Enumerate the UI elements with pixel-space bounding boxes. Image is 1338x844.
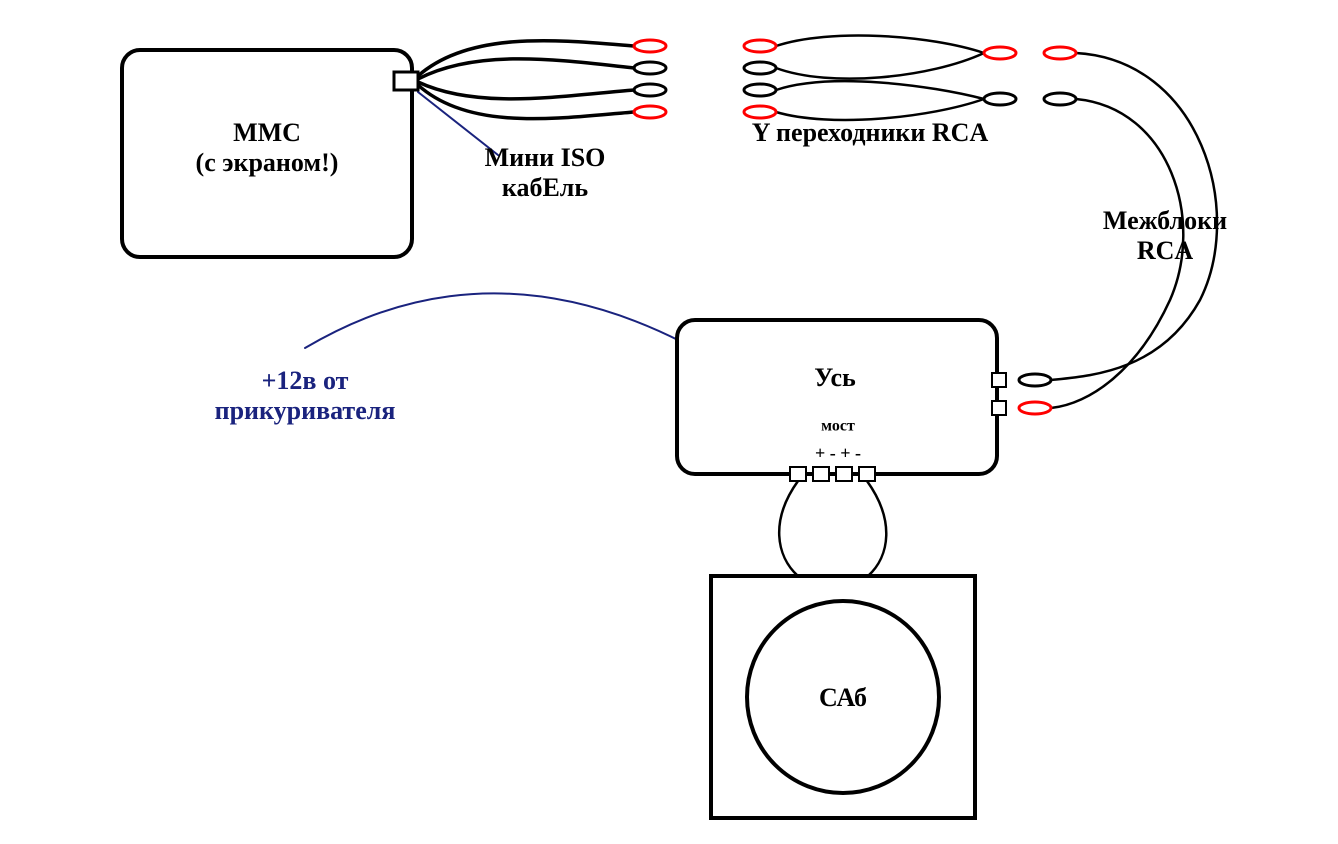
rca-connector bbox=[744, 84, 776, 96]
interblock-label: RCA bbox=[1137, 236, 1194, 265]
terminals-label: + - + - bbox=[815, 443, 861, 463]
sub-label: САб bbox=[819, 683, 867, 712]
twelve-v-label: прикуривателя bbox=[215, 396, 396, 425]
mmc-label: (с экраном!) bbox=[196, 148, 339, 177]
wire bbox=[779, 481, 798, 576]
amp-terminal bbox=[790, 467, 806, 481]
amp-terminal bbox=[836, 467, 852, 481]
rca-connector bbox=[1044, 93, 1076, 105]
rca-connector bbox=[744, 62, 776, 74]
wire bbox=[776, 36, 984, 53]
wire bbox=[867, 481, 886, 576]
interblock-label: Межблоки bbox=[1103, 206, 1227, 235]
mini-iso-port bbox=[394, 72, 418, 90]
rca-connector bbox=[1019, 402, 1051, 414]
y-rca-label: Y переходники RCA bbox=[752, 118, 989, 147]
rca-connector bbox=[1019, 374, 1051, 386]
mini-iso-label: Мини ISO bbox=[485, 143, 606, 172]
amp-rca-port bbox=[992, 373, 1006, 387]
rca-connector bbox=[984, 93, 1016, 105]
rca-connector bbox=[634, 62, 666, 74]
wire bbox=[418, 85, 634, 119]
rca-connector bbox=[1044, 47, 1076, 59]
wire bbox=[776, 53, 984, 79]
wire bbox=[418, 82, 634, 99]
wire bbox=[776, 81, 984, 99]
rca-connector bbox=[634, 40, 666, 52]
mmc-label: MMC bbox=[233, 118, 301, 147]
amp-rca-port bbox=[992, 401, 1006, 415]
twelve-v-label: +12в от bbox=[262, 366, 349, 395]
rca-connector bbox=[744, 106, 776, 118]
amp-terminal bbox=[813, 467, 829, 481]
amp-terminal bbox=[859, 467, 875, 481]
wire bbox=[776, 99, 984, 120]
rca-connector bbox=[634, 106, 666, 118]
bridge-label: мост bbox=[821, 418, 855, 435]
rca-connector bbox=[744, 40, 776, 52]
wire bbox=[418, 59, 634, 79]
mini-iso-label: кабЕль bbox=[502, 173, 589, 202]
rca-connector bbox=[634, 84, 666, 96]
amp-label: Усь bbox=[814, 363, 856, 392]
rca-connector bbox=[984, 47, 1016, 59]
wire bbox=[305, 293, 682, 348]
wiring-diagram: MMC(с экраном!) Усь мост + - + - САб Мини ISO… bbox=[0, 0, 1338, 844]
